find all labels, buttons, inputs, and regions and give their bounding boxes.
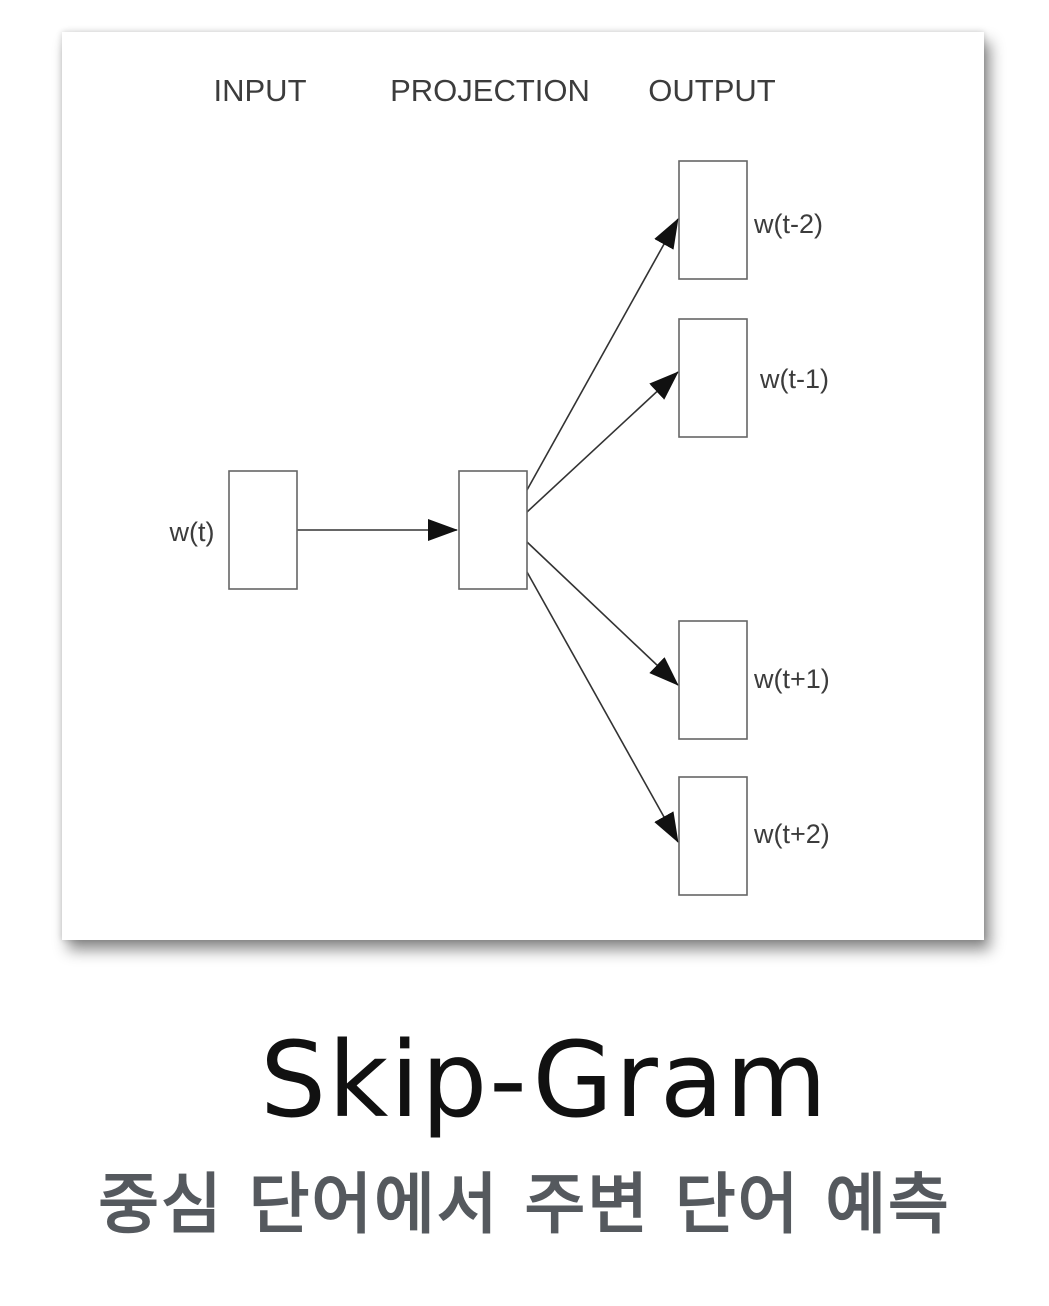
output-node-box-w-t-minus-1 bbox=[678, 318, 748, 438]
output-node-box-w-t-minus-2 bbox=[678, 160, 748, 280]
output-node-box-w-t-plus-1 bbox=[678, 620, 748, 740]
projection-node-box bbox=[458, 470, 528, 590]
column-label-input: INPUT bbox=[214, 73, 307, 108]
output-node-label-w-t-plus-2: w(t+2) bbox=[753, 819, 830, 849]
output-node-label-w-t-minus-1: w(t-1) bbox=[759, 364, 829, 394]
edge-projection-to-w-t-plus-2 bbox=[526, 571, 679, 843]
edge-projection-to-w-t-plus-1 bbox=[526, 541, 679, 686]
column-label-output: OUTPUT bbox=[648, 73, 776, 108]
input-node-label: w(t) bbox=[169, 517, 215, 547]
output-node-box-w-t-plus-2 bbox=[678, 776, 748, 896]
caption-subtitle: 중심 단어에서 주변 단어 예측 bbox=[98, 1166, 951, 1243]
skip-gram-diagram: INPUT PROJECTION OUTPUT w(t) w(t-2) w(t-… bbox=[169, 73, 830, 896]
output-node-label-w-t-minus-2: w(t-2) bbox=[753, 209, 823, 239]
diagram-card: INPUT PROJECTION OUTPUT w(t) w(t-2) w(t-… bbox=[62, 32, 984, 940]
input-node-box bbox=[228, 470, 298, 590]
edge-projection-to-w-t-minus-2 bbox=[526, 218, 679, 491]
caption-title: Skip-Gram bbox=[260, 1019, 829, 1141]
output-node-label-w-t-plus-1: w(t+1) bbox=[753, 664, 830, 694]
edge-projection-to-w-t-minus-1 bbox=[526, 371, 679, 513]
column-label-projection: PROJECTION bbox=[390, 73, 590, 108]
